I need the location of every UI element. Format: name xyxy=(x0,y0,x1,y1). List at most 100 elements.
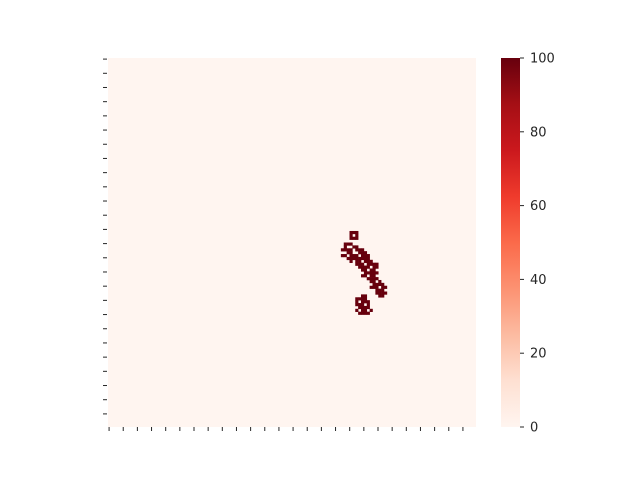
heatmap-cell xyxy=(363,259,368,263)
heatmap-cell xyxy=(358,265,362,269)
heatmap-cell xyxy=(349,230,353,235)
heatmap-cell xyxy=(355,259,359,263)
heatmap-cell xyxy=(363,268,368,272)
heatmap-cell xyxy=(372,279,376,284)
heatmap-plot-area xyxy=(108,58,476,427)
heatmap-cell xyxy=(363,294,368,298)
heatmap-cell xyxy=(358,248,362,252)
heatmap-cell xyxy=(369,262,373,266)
heatmap-cell xyxy=(355,303,359,307)
heatmap-cell xyxy=(366,271,370,275)
colorbar-tick-label: 80 xyxy=(530,125,547,140)
heatmap-cell xyxy=(363,254,368,258)
heatmap-cell xyxy=(384,291,388,295)
colorbar-tick-label: 20 xyxy=(530,347,547,362)
heatmap-cell xyxy=(349,242,353,246)
x-axis-ticks xyxy=(108,427,464,431)
heatmap-cell xyxy=(375,285,379,289)
heatmap-cell xyxy=(366,265,370,269)
heatmap-cell xyxy=(366,277,370,281)
heatmap-cell xyxy=(343,254,347,258)
heatmap-cell xyxy=(375,277,379,281)
heatmap-cell xyxy=(358,305,362,310)
heatmap-cell xyxy=(358,297,362,301)
heatmap-cell xyxy=(355,233,359,238)
heatmap-cell xyxy=(369,274,373,278)
heatmap-cell xyxy=(352,230,356,235)
heatmap-cell xyxy=(381,285,385,289)
heatmap-cell xyxy=(366,256,370,261)
heatmap-cell xyxy=(355,297,359,301)
heatmap-cell xyxy=(349,251,353,255)
heatmap-cell xyxy=(361,303,365,307)
heatmap-cell xyxy=(361,251,365,255)
heatmap-cell xyxy=(369,277,373,281)
heatmap-cell xyxy=(355,236,359,240)
heatmap-cell xyxy=(378,279,382,284)
heatmap-cell xyxy=(343,245,347,249)
heatmap-cell xyxy=(378,291,382,295)
heatmap-cell xyxy=(372,262,376,266)
y-axis-ticks xyxy=(103,58,107,415)
heatmap-cell xyxy=(375,262,379,266)
heatmap-cell xyxy=(355,245,359,249)
heatmap-cell xyxy=(361,294,365,298)
colorbar-tick-label: 40 xyxy=(530,273,547,288)
heatmap-cell xyxy=(369,285,373,289)
heatmap-cell xyxy=(369,259,373,263)
heatmap-cell xyxy=(363,271,368,275)
heatmap-cell xyxy=(346,248,350,252)
heatmap-cell xyxy=(381,294,385,298)
heatmap-cell xyxy=(343,248,347,252)
heatmap-cell xyxy=(346,242,350,246)
heatmap-cell xyxy=(363,308,368,312)
heatmap-cell xyxy=(358,256,362,261)
heatmap-cell xyxy=(349,259,353,263)
heatmap-cell xyxy=(372,268,376,272)
heatmap-cell xyxy=(378,288,382,292)
heatmap-cell xyxy=(358,251,362,255)
heatmap-cell xyxy=(366,303,370,307)
heatmap-cell xyxy=(355,230,359,235)
heatmap-cell xyxy=(355,262,359,266)
heatmap-cell xyxy=(361,248,365,252)
heatmap-cell xyxy=(366,254,370,258)
heatmap-cell xyxy=(352,245,356,249)
heatmap-cell xyxy=(358,311,362,315)
heatmap-cell xyxy=(361,268,365,272)
heatmap-cell xyxy=(361,308,365,312)
heatmap-cell xyxy=(352,254,356,258)
heatmap-cell xyxy=(361,311,365,315)
heatmap-cell xyxy=(372,265,376,269)
heatmap-cell xyxy=(363,300,368,304)
heatmap-cell xyxy=(349,236,353,240)
heatmap-cell xyxy=(372,282,376,287)
heatmap-cell xyxy=(358,303,362,307)
heatmap-cell xyxy=(361,300,365,304)
heatmap-background-cells xyxy=(108,58,476,427)
heatmap-cell xyxy=(355,248,359,252)
heatmap-cell xyxy=(366,311,370,315)
heatmap-cell xyxy=(349,233,353,238)
heatmap-cell xyxy=(363,274,368,278)
colorbar-tick-label: 0 xyxy=(530,421,538,436)
heatmap-cell xyxy=(363,297,368,301)
colorbar-tick-label: 60 xyxy=(530,199,547,214)
heatmap-cell xyxy=(361,297,365,301)
heatmap-cell xyxy=(375,291,379,295)
heatmap-cell xyxy=(369,308,373,312)
heatmap-cell xyxy=(366,262,370,266)
heatmap-cell xyxy=(352,236,356,240)
heatmap-cell xyxy=(343,242,347,246)
heatmap-cell xyxy=(366,305,370,310)
heatmap-cell xyxy=(355,254,359,258)
heatmap-cell xyxy=(363,311,368,315)
heatmap-cell xyxy=(358,262,362,266)
heatmap-cell xyxy=(355,308,359,312)
heatmap-cell xyxy=(349,254,353,258)
heatmap-cell xyxy=(366,259,370,263)
heatmap-cell xyxy=(361,254,365,258)
heatmap-cell xyxy=(375,271,379,275)
colorbar-gradient xyxy=(501,58,520,427)
